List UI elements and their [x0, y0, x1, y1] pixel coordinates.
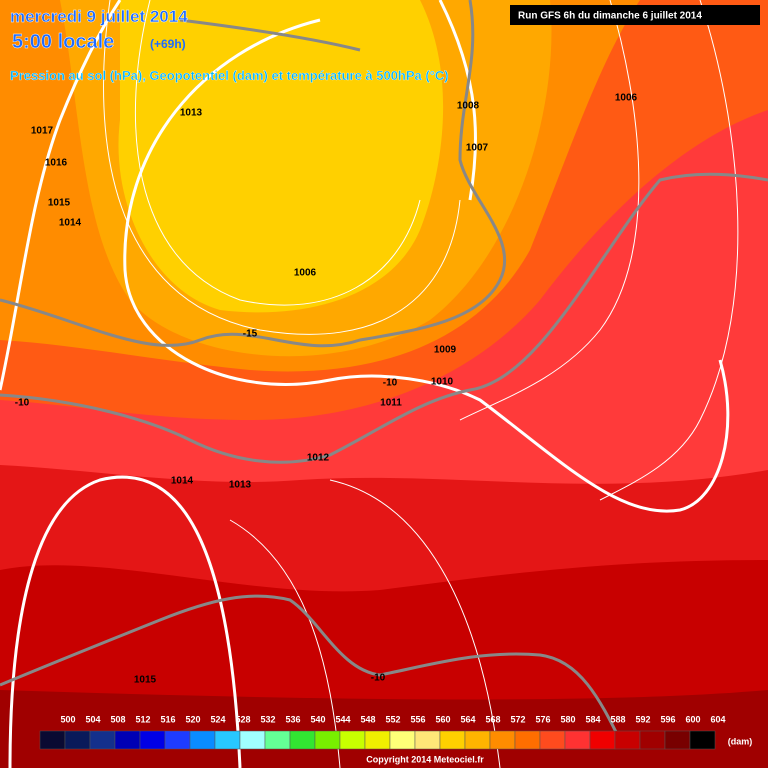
legend: 500 504 508 512 516 520 524 528 532 536 540 544 548 5…: [39, 714, 726, 750]
legend-swatch: [39, 730, 66, 750]
pressure-label: 1014: [59, 218, 82, 229]
legend-swatch: [539, 730, 566, 750]
legend-label: 552: [385, 714, 400, 724]
legend-label: 504: [85, 714, 100, 724]
temperature-label: -10: [15, 398, 30, 409]
legend-label: 508: [110, 714, 125, 724]
legend-swatch: [514, 730, 541, 750]
pressure-label: 1016: [45, 158, 68, 169]
legend-label: 588: [610, 714, 625, 724]
legend-swatch: [364, 730, 391, 750]
legend-label: 564: [460, 714, 475, 724]
legend-label: 596: [660, 714, 675, 724]
pressure-label: 1012: [307, 453, 330, 464]
pressure-label: 1015: [134, 675, 157, 686]
legend-label: 516: [160, 714, 175, 724]
temperature-label: -10: [371, 673, 386, 684]
legend-swatch: [164, 730, 191, 750]
time: 5:00 locale: [12, 31, 114, 53]
legend-swatch: [339, 730, 366, 750]
pressure-label: 1011: [380, 398, 402, 409]
legend-label: 592: [635, 714, 650, 724]
legend-swatch: [214, 730, 241, 750]
legend-swatch: [289, 730, 316, 750]
legend-label: 548: [360, 714, 375, 724]
legend-label: 572: [510, 714, 525, 724]
legend-swatch: [464, 730, 491, 750]
legend-swatch: [689, 730, 716, 750]
legend-label: 500: [60, 714, 75, 724]
legend-label: 524: [210, 714, 225, 724]
legend-swatch: [89, 730, 116, 750]
legend-label: 600: [685, 714, 700, 724]
legend-label: 532: [260, 714, 275, 724]
legend-label: 580: [560, 714, 575, 724]
legend-label: 520: [185, 714, 200, 724]
legend-label: 556: [410, 714, 425, 724]
legend-label: 540: [310, 714, 325, 724]
legend-unit: (dam): [728, 736, 753, 746]
pressure-label: 1009: [434, 345, 457, 356]
run-box: [510, 5, 760, 25]
pressure-label: 1007: [466, 143, 489, 154]
legend-swatch: [239, 730, 266, 750]
copyright: Copyright 2014 Meteociel.fr: [366, 754, 484, 764]
geopotential-lines: [0, 0, 768, 741]
temperature-label: -10: [383, 378, 398, 389]
band: [118, 0, 444, 313]
legend-swatch: [664, 730, 691, 750]
pressure-label: 1014: [171, 476, 194, 487]
legend-swatch: [564, 730, 591, 750]
legend-label: 536: [285, 714, 300, 724]
isobars-thin: [103, 0, 739, 768]
pressure-label: 1010: [431, 377, 454, 388]
pressure-label: 1013: [229, 480, 252, 491]
legend-label: 604: [710, 714, 725, 724]
pressure-label: 1013: [180, 108, 203, 119]
legend-label: 584: [585, 714, 600, 724]
pressure-label: 1006: [294, 268, 317, 279]
legend-label: 528: [235, 714, 250, 724]
legend-label: 512: [135, 714, 150, 724]
legend-swatch: [314, 730, 341, 750]
pressure-label: 1015: [48, 198, 71, 209]
legend-swatch: [439, 730, 466, 750]
date: mercredi 9 juillet 2014: [10, 7, 188, 26]
pressure-label: 1006: [615, 93, 638, 104]
legend-swatch: [64, 730, 91, 750]
pressure-label: 1017: [31, 126, 54, 137]
legend-label: 544: [335, 714, 350, 724]
legend-swatch: [639, 730, 666, 750]
lead-time: (+69h): [150, 37, 186, 51]
legend-swatch: [589, 730, 616, 750]
legend-swatch: [139, 730, 166, 750]
temperature-labels: -15 -10 -10 -10: [15, 329, 398, 684]
legend-label: 568: [485, 714, 500, 724]
legend-swatch: [264, 730, 291, 750]
legend-swatch: [114, 730, 141, 750]
legend-swatch: [489, 730, 516, 750]
legend-label: 576: [535, 714, 550, 724]
legend-label: 560: [435, 714, 450, 724]
pressure-label: 1008: [457, 101, 480, 112]
legend-swatch: [389, 730, 416, 750]
legend-swatch: [614, 730, 641, 750]
temperature-label: -15: [243, 329, 258, 340]
legend-swatch: [414, 730, 441, 750]
run-info: Run GFS 6h du dimanche 6 juillet 2014: [518, 11, 702, 22]
pressure-labels: 1017 1016 1015 1014 1013 1008 1007 1006 …: [31, 93, 638, 686]
legend-swatch: [189, 730, 216, 750]
subtitle: Pression au sol (hPa), Geopotentiel (dam…: [10, 68, 449, 83]
